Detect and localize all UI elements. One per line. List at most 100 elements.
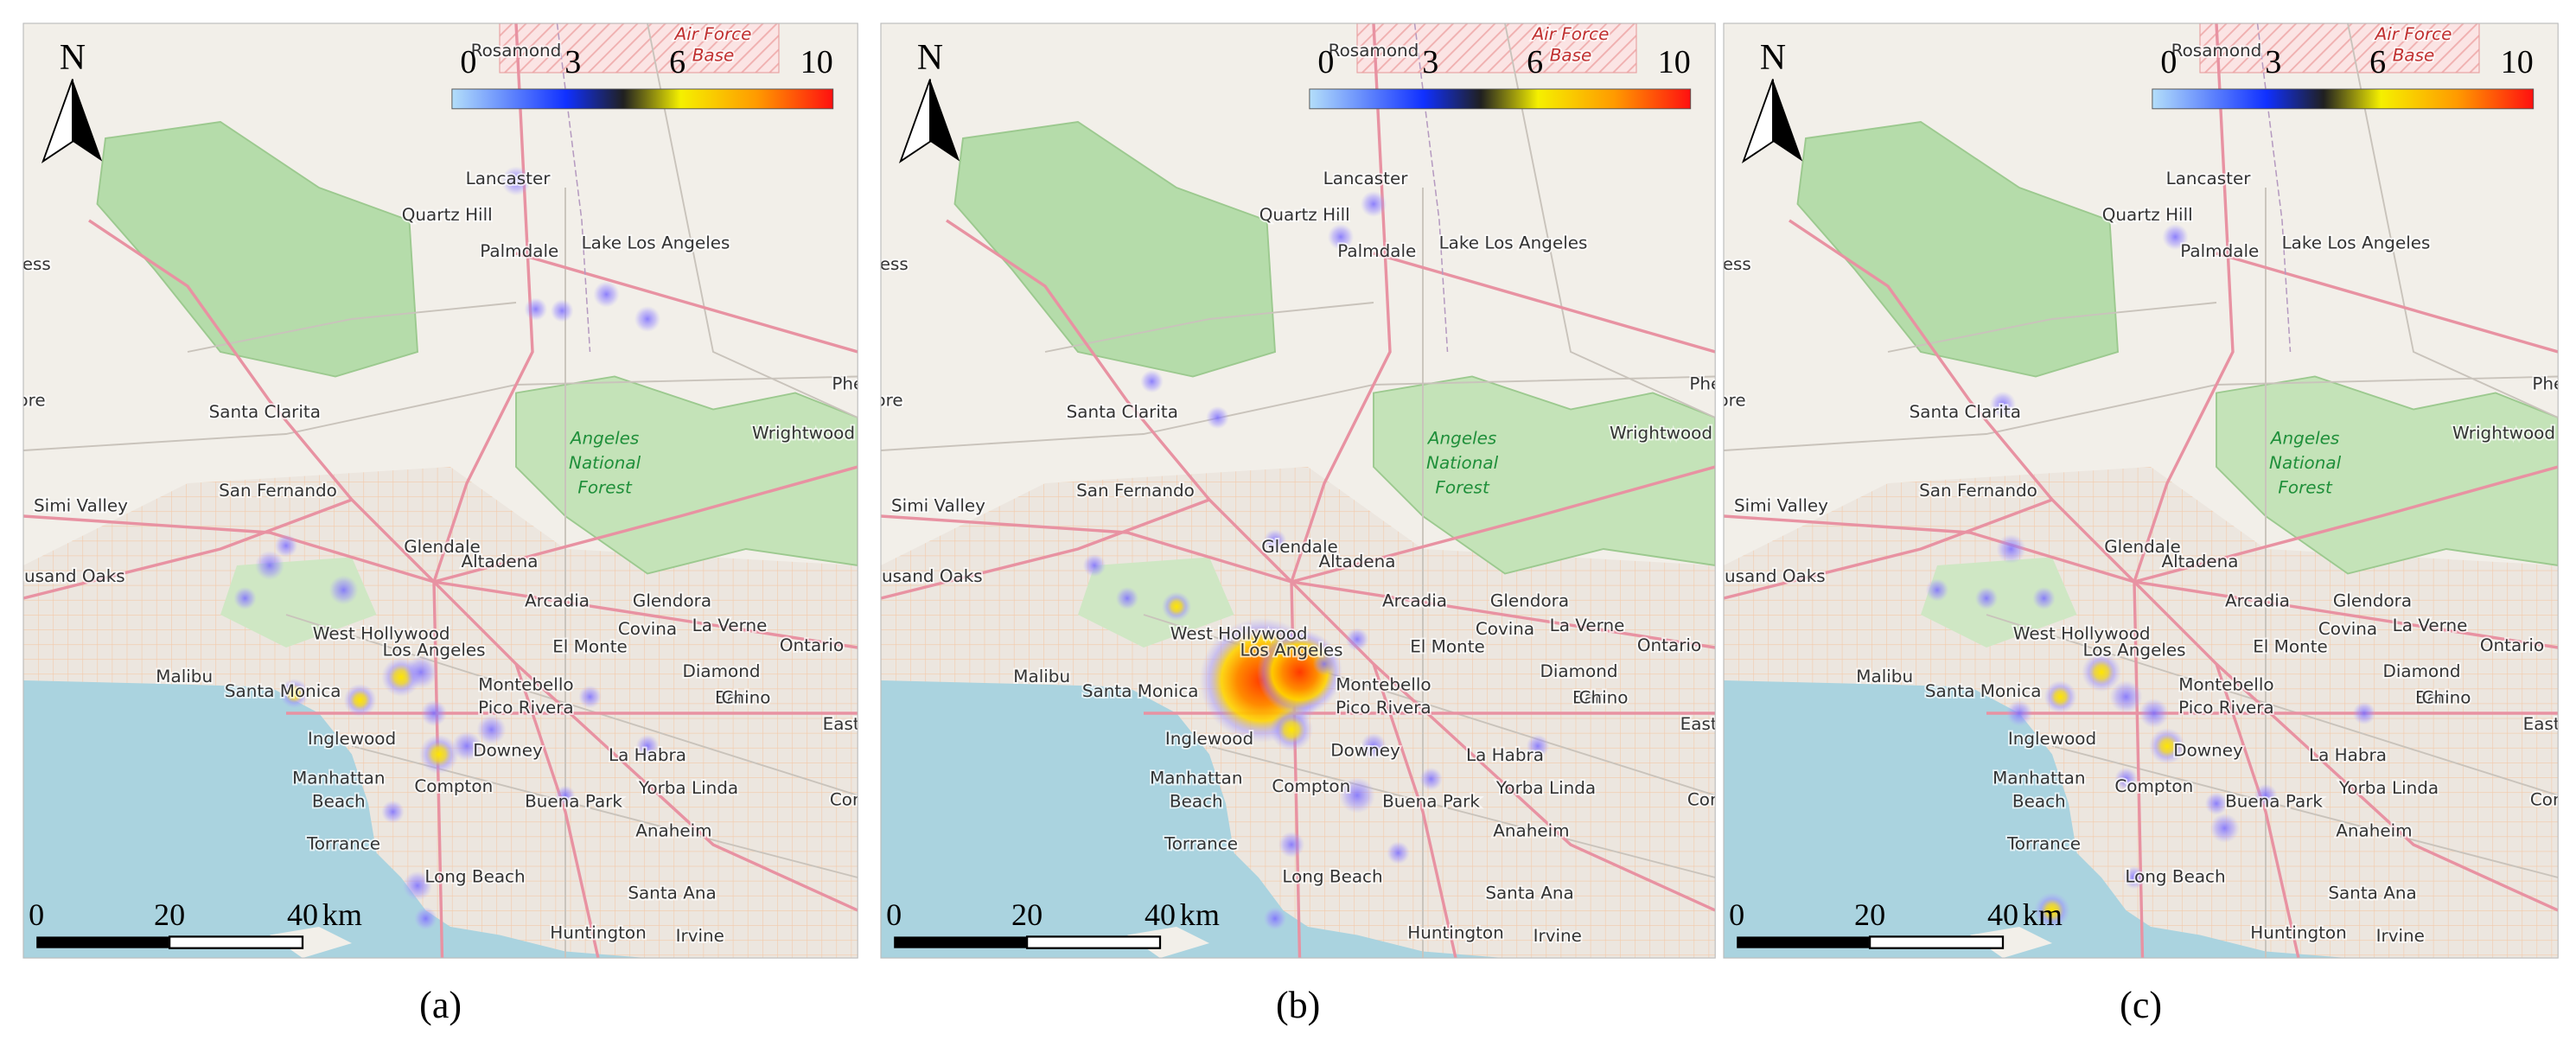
hotspot	[1526, 734, 1550, 758]
freeway	[2133, 23, 2235, 583]
place-label: Malibu	[1856, 666, 1913, 686]
hotspot	[2034, 892, 2070, 929]
place-label: Wrightwood	[2452, 423, 2555, 444]
place-label: Glendora	[2333, 590, 2412, 611]
place-label: Inglewood	[2008, 728, 2096, 749]
place-label: ousand Oaks	[871, 565, 983, 586]
freeway	[1373, 252, 1716, 354]
place-label: Downey	[473, 739, 543, 760]
place-label: Wrightwood	[1610, 423, 1712, 444]
base-label: Air Force	[1531, 23, 1610, 44]
colorbar	[2152, 88, 2535, 110]
place-label: Manhattan	[1150, 768, 1242, 788]
place-label: Lake Los Angeles	[582, 232, 730, 252]
place-label: Beach	[1170, 790, 1223, 811]
place-label: La Habra	[609, 744, 686, 765]
place-label: Lancaster	[466, 168, 552, 188]
freeway	[88, 219, 600, 959]
road	[647, 23, 858, 418]
base-label: Base	[1550, 45, 1592, 66]
place-label: Manhattan	[292, 768, 385, 788]
place-label: Inglewood	[308, 728, 396, 749]
north-label: N	[1760, 38, 1786, 78]
ocean	[1724, 680, 2349, 959]
hotspot	[1989, 391, 2017, 418]
place-label: West Hollywood	[1170, 623, 1308, 644]
forest	[1373, 375, 1716, 575]
forest	[2216, 375, 2559, 575]
road	[1044, 302, 1374, 353]
place-label: El Monte	[2253, 636, 2328, 657]
place-label: East	[2523, 713, 2560, 734]
hotspot	[2209, 813, 2240, 844]
hotspot	[414, 907, 437, 930]
place-label: Lancaster	[2166, 168, 2252, 188]
freeway	[514, 662, 858, 912]
ocean	[881, 680, 1506, 959]
place-label: Glendora	[633, 590, 711, 611]
place-label: Ontario	[780, 635, 844, 655]
place-label: Long Beach	[1282, 866, 1382, 887]
place-label: ousand Oaks	[14, 565, 125, 586]
hotspot	[1419, 767, 1443, 791]
hotspot	[476, 714, 507, 745]
scale-unit: km	[322, 897, 362, 932]
panel-frame	[22, 22, 858, 959]
freeway	[2133, 581, 2145, 959]
place-label: ess	[880, 253, 909, 274]
place-label: Quartz Hill	[2102, 204, 2193, 225]
hotspot	[1270, 708, 1313, 751]
hotspot	[2254, 783, 2278, 807]
forest	[953, 121, 1276, 378]
hotspot	[420, 699, 448, 727]
place-label: National	[569, 452, 641, 473]
hotspot	[1312, 652, 1336, 676]
map-panel: Rosamond Lancaster Quartz Hill Palmdale Lake…	[14, 22, 858, 959]
place-label: El Monte	[1410, 636, 1485, 657]
hotspot	[1161, 591, 1192, 622]
place-label: Manhattan	[1993, 768, 2085, 788]
place-label: ore	[17, 390, 45, 411]
place-label: Quartz Hill	[1259, 204, 1350, 225]
place-label: Compton	[2114, 775, 2193, 796]
place-label: Rosamond	[1329, 40, 1419, 61]
place-label: ousand Oaks	[1714, 565, 1826, 586]
hotspot	[343, 683, 377, 717]
colorbar-tick-label: 0	[2160, 44, 2177, 80]
colorbar-tick-label: 6	[669, 44, 685, 80]
island	[1970, 927, 2053, 959]
hotspot	[233, 586, 257, 610]
place-label: Downey	[1330, 739, 1400, 760]
hotspot	[1360, 732, 1387, 760]
freeway	[23, 498, 353, 600]
scale-bar-black	[1737, 936, 1871, 948]
place-label: Pico Rivera	[2178, 697, 2274, 718]
place-label: Inglewood	[1165, 728, 1253, 749]
place-label: Irvine	[2376, 925, 2425, 946]
hotspot	[1263, 529, 1287, 552]
freeway	[1724, 514, 2559, 649]
scale-tick-label: 20	[1011, 897, 1043, 932]
place-label: Glendora	[1490, 590, 1569, 611]
hotspot	[2204, 792, 2228, 815]
hotspot	[1925, 578, 1949, 602]
place-label: Irvine	[1533, 925, 1582, 946]
air-force-base	[1356, 23, 1637, 73]
place-label: Ontario	[2480, 635, 2544, 655]
freeway	[2215, 662, 2559, 912]
scale-bar-white	[1025, 935, 1162, 949]
forest	[1078, 557, 1234, 648]
place-label: Diamond	[2382, 661, 2460, 681]
place-label: Glendale	[2104, 536, 2181, 557]
panel-caption: (c)	[2120, 984, 2162, 1026]
panel-caption: (b)	[1276, 984, 1320, 1026]
place-label: La Verne	[1550, 615, 1625, 635]
road	[23, 375, 858, 451]
colorbar-tick-label: 10	[2501, 44, 2534, 80]
freeway	[946, 219, 1457, 959]
hotspot	[404, 655, 437, 689]
place-label: San Fernando	[219, 480, 337, 501]
hotspot	[1996, 533, 2026, 565]
place-label: Malibu	[156, 666, 213, 686]
road	[2347, 23, 2559, 418]
